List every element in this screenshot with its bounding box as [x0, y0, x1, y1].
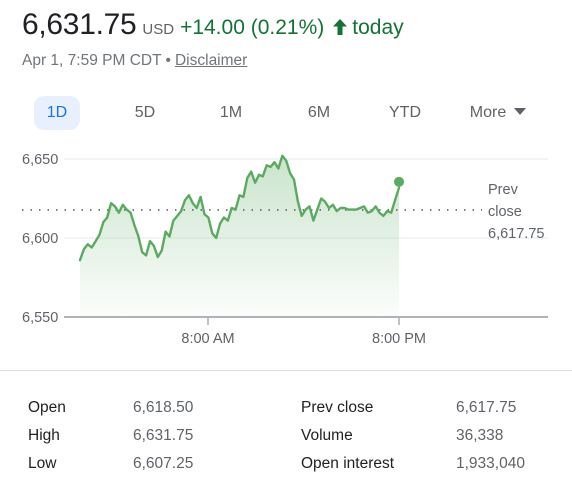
range-tabs: 1D 5D 1M 6M YTD More [22, 96, 552, 130]
stat-value-open-interest: 1,933,040 [456, 455, 525, 472]
meta-separator: • [165, 52, 171, 69]
tab-5d[interactable]: 5D [122, 96, 168, 130]
quote-timestamp: Apr 1, 7:59 PM CDT [22, 52, 162, 69]
quote-header: 6,631.75 USD +14.00 (0.21%) today [22, 8, 404, 48]
x-tick-label: 8:00 AM [181, 331, 234, 347]
stat-label-volume: Volume [301, 427, 353, 444]
price-area [80, 155, 399, 317]
prev-close-value: 6,617.75 [488, 226, 545, 242]
stat-label-open: Open [28, 399, 66, 416]
current-price-dot [394, 176, 404, 187]
stat-value-high: 6,631.75 [133, 427, 194, 444]
stat-label-low: Low [28, 455, 57, 472]
current-price: 6,631.75 [22, 8, 137, 41]
section-divider [0, 370, 572, 371]
stat-value-volume: 36,338 [456, 427, 504, 444]
y-tick-label: 6,650 [22, 152, 58, 168]
stat-label-open-interest: Open interest [301, 455, 395, 472]
x-axis: 8:00 AM 8:00 PM [181, 318, 426, 347]
tab-label: More [469, 104, 507, 121]
tab-6m[interactable]: 6M [296, 96, 342, 130]
tab-label: 5D [134, 104, 156, 121]
x-tick-label: 8:00 PM [372, 331, 426, 347]
chevron-down-icon [514, 108, 527, 115]
more-dropdown[interactable]: More [458, 96, 538, 130]
prev-close-label-line1: Prev [488, 182, 518, 198]
price-chart[interactable]: 6,650 6,600 6,550 8:00 AM 8:00 PM [0, 140, 572, 355]
y-tick-label: 6,600 [22, 231, 58, 247]
tab-1m[interactable]: 1M [208, 96, 254, 130]
tab-1d[interactable]: 1D [34, 96, 80, 130]
quote-meta: Apr 1, 7:59 PM CDT • Disclaimer [22, 52, 247, 70]
up-arrow-icon [332, 18, 348, 36]
prev-close-label: Prev close 6,617.75 [488, 179, 544, 245]
stat-label-high: High [28, 427, 60, 444]
tab-ytd[interactable]: YTD [378, 96, 432, 130]
stat-value-low: 6,607.25 [133, 455, 194, 472]
disclaimer-link[interactable]: Disclaimer [174, 52, 248, 69]
tab-label: 1M [219, 104, 243, 121]
prev-close-label-line2: close [488, 204, 522, 220]
stat-value-open: 6,618.50 [133, 399, 194, 416]
price-change: +14.00 (0.21%) today [180, 16, 404, 40]
price-line [78, 154, 401, 262]
stat-value-prev-close: 6,617.75 [456, 399, 517, 416]
tab-label: YTD [389, 104, 421, 121]
change-value: +14.00 (0.21%) [180, 16, 325, 39]
currency-code: USD [142, 21, 175, 38]
stat-label-prev-close: Prev close [301, 399, 374, 416]
tab-label: 1D [46, 104, 68, 121]
y-tick-label: 6,550 [22, 310, 58, 326]
y-axis-labels: 6,650 6,600 6,550 [22, 152, 58, 326]
change-period: today [352, 16, 404, 39]
tab-label: 6M [307, 104, 331, 121]
